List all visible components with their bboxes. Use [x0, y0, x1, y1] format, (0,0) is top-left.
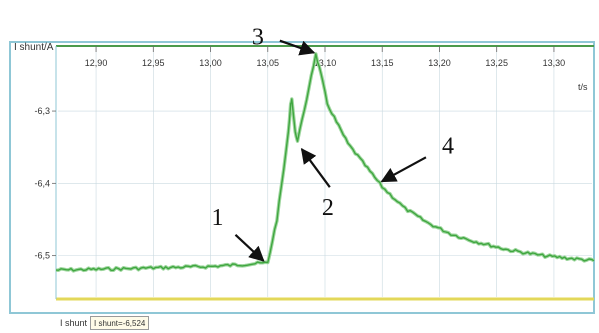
x-axis-label: t/s — [578, 82, 588, 92]
annotation-arrow-3 — [279, 39, 316, 56]
x-tick-label: 13,30 — [543, 58, 566, 68]
y-axis-label: I shunt/A — [14, 42, 54, 53]
annotation-label-2: 2 — [322, 195, 334, 221]
x-tick-label: 13,10 — [314, 58, 337, 68]
x-tick-label: 12,90 — [85, 58, 108, 68]
annotation-label-3: 3 — [252, 25, 264, 51]
x-tick-label: 13,00 — [199, 58, 222, 68]
y-tick-label: -6,4 — [34, 178, 50, 188]
y-tick-label: -6,3 — [34, 106, 50, 116]
annotation-label-4: 4 — [442, 133, 454, 159]
x-tick-label: 13,20 — [428, 58, 451, 68]
annotations: 1 2 3 4 — [211, 25, 454, 262]
y-tick-label: -6,5 — [34, 251, 50, 261]
x-tick-label: 13,25 — [485, 58, 508, 68]
annotation-arrow-2 — [300, 147, 331, 188]
series-line-i-shunt — [55, 53, 595, 272]
y-ticks: -6,3 -6,4 -6,5 — [34, 106, 56, 261]
annotation-arrow-1 — [234, 234, 265, 262]
annotation-label-1: 1 — [211, 205, 223, 231]
annotation-arrow-4 — [380, 156, 427, 183]
legend-readout[interactable]: I shunt=-6,524 — [90, 316, 150, 330]
x-tick-label: 13,15 — [371, 58, 394, 68]
x-ticks: 12,90 12,95 13,00 13,05 13,10 13,15 13,20 13,25… — [85, 46, 565, 68]
legend-series-name: I shunt — [60, 318, 88, 328]
x-tick-label: 12,95 — [142, 58, 165, 68]
x-tick-label: 13,05 — [257, 58, 280, 68]
